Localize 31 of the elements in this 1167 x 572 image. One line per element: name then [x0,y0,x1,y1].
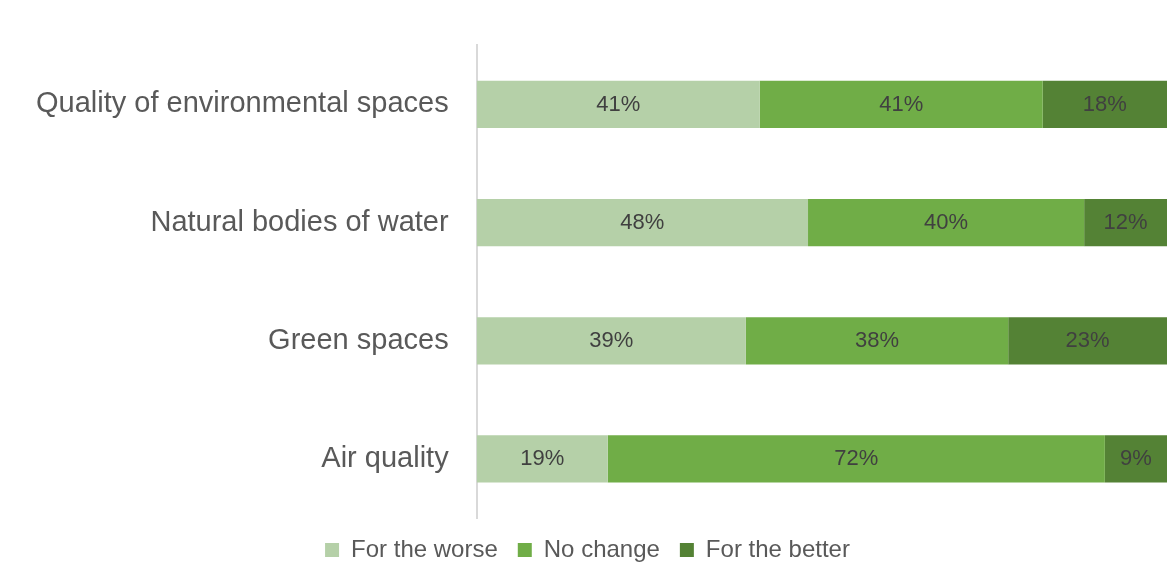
data-label: 41% [596,90,641,116]
y-tick-label: Green spaces [268,322,449,355]
bar [745,317,1009,365]
bar [1104,435,1167,483]
bar [1008,317,1167,365]
bar [476,317,746,365]
data-label: 9% [1120,444,1152,470]
bar [808,199,1085,247]
y-tick-label: Natural bodies of water [150,204,449,237]
data-label: 12% [1103,208,1148,234]
bar [1084,199,1167,247]
data-label: 40% [924,208,969,234]
legend-label: No change [543,534,660,562]
data-label: 23% [1065,326,1110,352]
data-label: 41% [879,90,924,116]
legend-label: For the worse [351,534,498,562]
y-tick-label: Quality of environmental spaces [36,86,449,119]
y-tick-label: Air quality [321,440,450,473]
bar [607,435,1105,483]
bar [476,80,760,129]
data-label: 19% [520,444,565,470]
data-label: 39% [589,326,634,352]
data-label: 48% [620,208,665,234]
data-label: 72% [834,444,879,470]
bar [476,435,608,483]
data-label: 18% [1082,90,1127,116]
bar [476,199,809,247]
data-label: 38% [855,326,900,352]
bar [1042,80,1167,129]
legend-label: For the better [705,534,850,562]
bar [759,80,1043,129]
